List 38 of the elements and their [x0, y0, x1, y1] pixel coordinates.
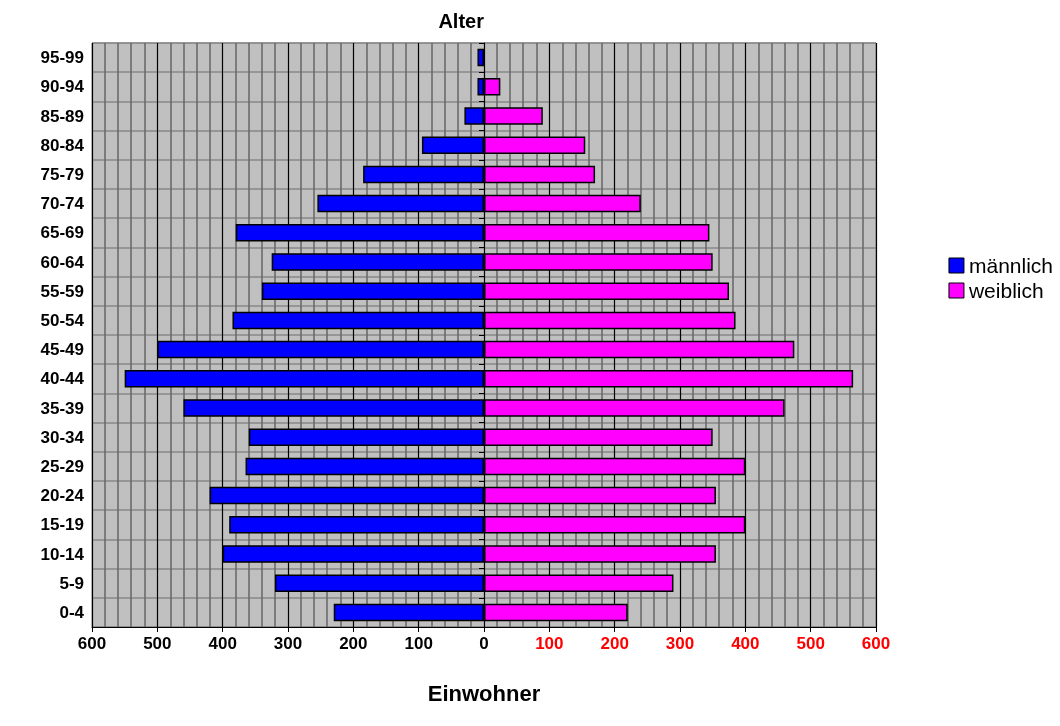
y-axis-title: Alter	[438, 10, 485, 32]
y-tick-label: 75-79	[40, 164, 84, 184]
y-tick-label: 35-39	[40, 398, 84, 418]
x-tick-label: 0	[479, 634, 489, 653]
y-tick-label: 65-69	[40, 223, 84, 243]
y-tick-label: 0-4	[59, 602, 85, 622]
x-tick-label: 100	[404, 634, 433, 653]
x-tick-label: 600	[77, 634, 107, 653]
y-tick-label: 60-64	[40, 252, 85, 272]
y-tick-label: 15-19	[40, 515, 84, 535]
x-tick-label: 200	[600, 634, 629, 653]
x-axis-title: Einwohner	[427, 680, 541, 706]
y-tick-label: 40-44	[40, 369, 85, 389]
x-tick-label: 600	[861, 634, 891, 653]
y-tick-label: 30-34	[40, 427, 85, 447]
y-tick-label: 45-49	[40, 340, 84, 360]
y-tick-label: 25-29	[40, 456, 84, 476]
x-tick-label: 500	[143, 634, 172, 653]
y-tick-label: 55-59	[40, 281, 84, 301]
y-tick-label: 70-74	[40, 194, 85, 214]
y-tick-label: 20-24	[40, 486, 85, 506]
x-tick-label: 400	[208, 634, 237, 653]
legend-label: weiblich	[967, 279, 1044, 302]
x-tick-label: 300	[665, 634, 695, 653]
y-tick-label: 95-99	[40, 48, 84, 68]
y-tick-label: 50-54	[40, 310, 85, 330]
y-tick-label: 85-89	[40, 106, 84, 126]
x-tick-label: 200	[339, 634, 368, 653]
x-tick-label: 400	[731, 634, 760, 653]
y-tick-label: 5-9	[59, 573, 84, 593]
legend-label: männlich	[968, 254, 1054, 277]
y-tick-label: 10-14	[40, 544, 85, 564]
bar	[477, 48, 484, 67]
x-tick-label: 500	[796, 634, 825, 653]
x-tick-label: 300	[273, 634, 303, 653]
y-tick-label: 80-84	[40, 135, 85, 155]
y-tick-label: 90-94	[40, 77, 85, 97]
x-tick-label: 100	[535, 634, 564, 653]
